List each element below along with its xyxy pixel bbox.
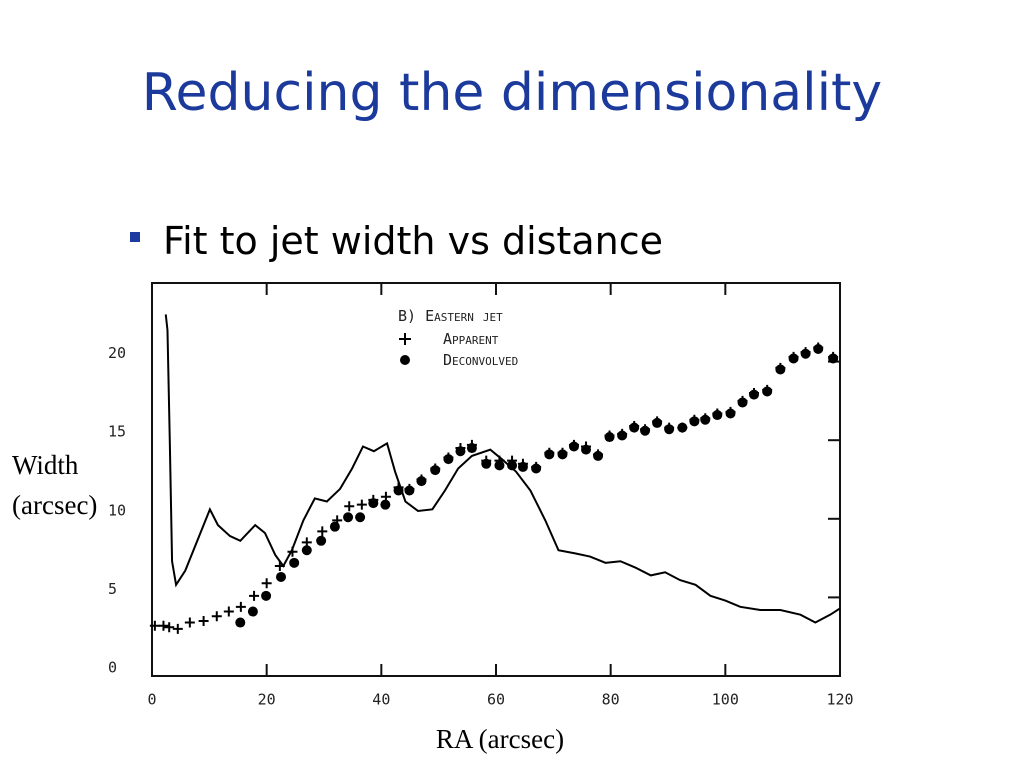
plus-marker bbox=[158, 620, 169, 631]
dot-marker bbox=[416, 476, 427, 487]
plus-marker bbox=[344, 501, 355, 512]
plus-marker bbox=[211, 611, 222, 622]
dot-marker bbox=[775, 364, 786, 375]
dot-marker bbox=[316, 535, 327, 546]
dot-marker bbox=[749, 389, 759, 400]
dot-marker bbox=[329, 521, 340, 532]
dot-marker bbox=[343, 512, 354, 523]
dot-marker bbox=[640, 425, 651, 436]
plus-marker bbox=[317, 526, 328, 537]
dot-marker bbox=[689, 416, 700, 427]
dot-marker bbox=[430, 465, 441, 476]
dot-marker bbox=[507, 460, 518, 471]
plus-marker bbox=[198, 615, 209, 626]
dot-marker bbox=[629, 422, 640, 433]
dot-marker bbox=[593, 450, 604, 461]
x-tick-label: 80 bbox=[602, 691, 620, 709]
dot-marker bbox=[301, 545, 312, 556]
dot-marker bbox=[380, 499, 391, 510]
legend-label: Deconvolved bbox=[443, 351, 518, 369]
dot-marker bbox=[443, 454, 454, 465]
x-tick-label: 40 bbox=[372, 691, 390, 709]
y-tick-label: 15 bbox=[108, 423, 126, 441]
dot-marker bbox=[247, 606, 258, 617]
series-line bbox=[164, 314, 841, 624]
dot-marker bbox=[517, 461, 528, 472]
x-axis-label: RA (arcsec) bbox=[436, 724, 564, 754]
slide-title: Reducing the dimensionality bbox=[142, 63, 882, 123]
x-tick-label: 20 bbox=[258, 691, 276, 709]
plus-marker bbox=[249, 590, 260, 601]
bullet-text: Fit to jet width vs distance bbox=[163, 219, 663, 263]
dot-marker bbox=[404, 485, 415, 496]
x-tick-label: 60 bbox=[487, 691, 505, 709]
dot-marker bbox=[762, 386, 773, 397]
dot-marker bbox=[788, 353, 799, 364]
legend-plus bbox=[399, 333, 411, 345]
dot-marker bbox=[557, 449, 568, 460]
dot-marker bbox=[289, 557, 300, 568]
dot-marker bbox=[725, 408, 736, 419]
dot-marker bbox=[355, 512, 366, 523]
y-tick-label: 10 bbox=[108, 501, 126, 519]
plus-marker bbox=[235, 601, 246, 612]
dot-marker bbox=[455, 446, 466, 457]
y-tick-label: 20 bbox=[108, 344, 126, 362]
dot-marker bbox=[800, 348, 811, 359]
dot-marker bbox=[235, 617, 246, 628]
dot-marker bbox=[617, 430, 628, 441]
dot-marker bbox=[828, 353, 839, 364]
dot-marker bbox=[700, 414, 711, 425]
dot-marker bbox=[544, 449, 555, 460]
dot-marker bbox=[261, 590, 272, 601]
dot-marker bbox=[712, 410, 723, 421]
x-tick-label: 0 bbox=[147, 691, 156, 709]
dot-marker bbox=[531, 463, 542, 474]
plus-marker bbox=[261, 578, 272, 589]
dot-marker bbox=[481, 458, 492, 469]
y-tick-label: 5 bbox=[108, 580, 117, 598]
dot-marker bbox=[494, 460, 505, 471]
dot-marker bbox=[652, 417, 663, 428]
y-tick-label: 0 bbox=[108, 659, 117, 677]
x-tick-label: 120 bbox=[826, 691, 853, 709]
plus-marker bbox=[223, 606, 234, 617]
bullet-marker bbox=[130, 232, 140, 242]
dot-marker bbox=[568, 441, 579, 452]
plus-marker bbox=[172, 623, 183, 634]
plus-marker bbox=[356, 499, 367, 510]
plus-marker bbox=[184, 617, 195, 628]
dot-marker bbox=[664, 424, 675, 435]
legend-title: B) Eastern jet bbox=[398, 307, 503, 325]
y-axis-label: (arcsec) bbox=[12, 490, 97, 520]
y-axis-label: Width bbox=[12, 450, 79, 480]
plus-marker bbox=[149, 620, 160, 631]
legend-dot bbox=[400, 355, 410, 365]
dot-marker bbox=[368, 498, 379, 509]
dot-marker bbox=[813, 344, 824, 355]
dot-marker bbox=[677, 422, 688, 433]
dot-marker bbox=[604, 432, 615, 443]
dot-marker bbox=[737, 397, 748, 408]
dot-marker bbox=[466, 443, 477, 454]
dot-marker bbox=[581, 444, 592, 455]
plus-marker bbox=[164, 622, 175, 633]
x-tick-label: 100 bbox=[712, 691, 739, 709]
legend-label: Apparent bbox=[443, 330, 499, 348]
dot-marker bbox=[276, 571, 286, 582]
